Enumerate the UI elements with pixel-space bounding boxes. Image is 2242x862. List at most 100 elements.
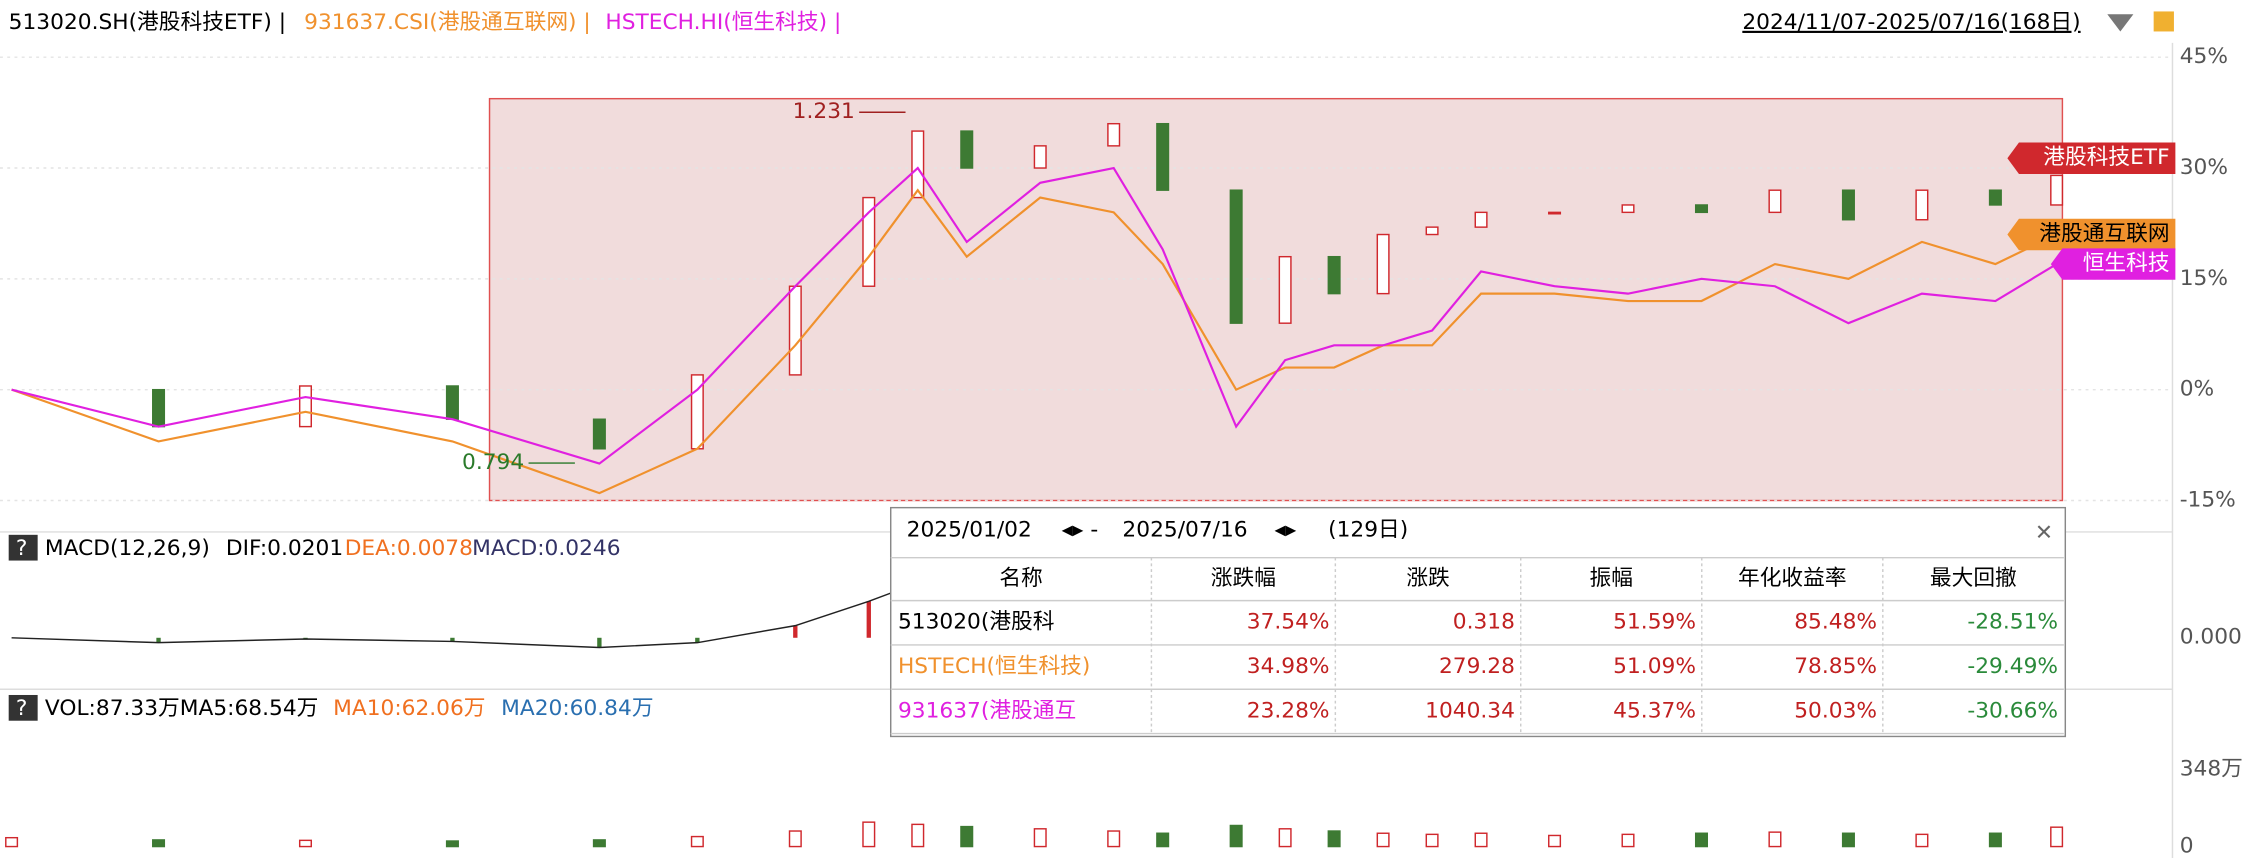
annotation: 0.794 <box>462 450 524 475</box>
candle <box>1915 189 1929 221</box>
annotation: 1.231 <box>793 99 855 124</box>
candle <box>1474 211 1488 228</box>
candle <box>1376 233 1390 295</box>
candle <box>2050 174 2064 206</box>
lock[interactable] <box>2153 11 2174 32</box>
volume-bar <box>1229 824 1243 848</box>
from-date: 2025/01/02 <box>907 518 1032 543</box>
candle <box>445 385 459 420</box>
help[interactable] <box>8 694 38 721</box>
candle <box>1107 122 1121 147</box>
cell: 78.85% <box>1794 654 1877 679</box>
flag-bg <box>2007 142 2176 174</box>
volume-bar <box>1548 834 1562 848</box>
candle <box>1694 204 1709 214</box>
candle <box>960 130 974 169</box>
flag-label: 港股通互联网 <box>2039 222 2169 247</box>
series-line <box>11 166 2058 465</box>
close[interactable]: ✕ <box>2035 520 2053 545</box>
volume-bar <box>862 821 876 848</box>
volume-bar <box>5 836 19 848</box>
column-header: 涨跌 <box>1406 566 1449 591</box>
arrows[interactable]: ◂▸ - <box>1062 518 1099 543</box>
flag-bg <box>2007 218 2176 251</box>
y-tick-label: 45% <box>2180 44 2228 69</box>
volume-bar <box>1621 833 1635 848</box>
flag-bg <box>2050 248 2176 280</box>
candle <box>1229 189 1243 324</box>
help[interactable] <box>8 534 38 561</box>
candle <box>1425 226 1439 236</box>
stats-popup: 2025/01/02 ◂▸ - 2025/07/16 ◂▸ (129日) ✕ 名… <box>889 506 2067 738</box>
y-tick-label: 0% <box>2180 377 2214 402</box>
candle <box>788 285 802 376</box>
cell: 51.09% <box>1613 654 1696 679</box>
series-flag: 港股通互联网 <box>2007 218 2176 251</box>
cell: 85.48% <box>1794 610 1877 635</box>
symbol: HSTECH.HI(恒生科技) | <box>605 10 841 35</box>
cell: 23.28% <box>1247 699 1330 724</box>
cell: 1040.34 <box>1425 699 1515 724</box>
volume-bar <box>1841 832 1855 848</box>
column-header: 涨跌幅 <box>1211 566 1276 591</box>
cell: 931637(港股通互 <box>898 699 1076 724</box>
cell: 279.28 <box>1439 654 1515 679</box>
column-header: 最大回撤 <box>1930 566 2017 591</box>
volume-bar <box>1915 833 1929 848</box>
cell: 34.98% <box>1247 654 1330 679</box>
candle <box>1841 189 1855 221</box>
cell: -28.51% <box>1967 610 2058 635</box>
candle <box>1278 255 1292 324</box>
macd-label: MACD(12,26,9) <box>45 536 210 561</box>
volume-bar <box>2050 826 2064 848</box>
cell: 513020(港股科 <box>898 610 1055 635</box>
series-line <box>11 188 2058 495</box>
candle <box>298 385 313 428</box>
help-q: ? <box>16 536 28 561</box>
volume-bar <box>1988 832 2002 848</box>
volume-bar <box>1033 828 1047 848</box>
days: (129日) <box>1328 518 1408 543</box>
column-header: 振幅 <box>1590 566 1633 591</box>
volume-bar <box>1278 828 1292 848</box>
volume-bar <box>298 839 313 848</box>
y-tick-label: 0 <box>2180 834 2194 858</box>
flag-label: 港股科技ETF <box>2043 145 2169 170</box>
column-header: 名称 <box>999 566 1042 591</box>
popup-frame <box>889 506 2067 738</box>
volume-bar <box>1768 831 1782 848</box>
candle <box>1327 255 1341 295</box>
y-tick-label: -15% <box>2180 488 2236 513</box>
cell: HSTECH(恒生科技) <box>898 654 1090 679</box>
volume-bar <box>1425 833 1439 848</box>
ma20-label: MA20:60.84万 <box>501 696 653 721</box>
volume-bar <box>152 839 166 848</box>
volume-bar <box>690 835 704 848</box>
y-tick-label: 348万 <box>2180 756 2242 781</box>
volume-bar <box>592 839 606 848</box>
cell: 45.37% <box>1613 699 1696 724</box>
volume-bar <box>1474 832 1488 848</box>
candle <box>152 388 166 428</box>
dif-label: DIF:0.0201 <box>226 536 343 561</box>
candle <box>911 130 925 199</box>
dropdown[interactable] <box>2107 14 2134 32</box>
series-flag: 港股科技ETF <box>2007 142 2176 174</box>
candle <box>862 196 876 287</box>
vol-label: VOL:87.33万MA5:68.54万 <box>45 696 318 721</box>
arrows[interactable]: ◂▸ <box>1275 518 1297 543</box>
cell: -30.66% <box>1967 699 2058 724</box>
column-header: 年化收益率 <box>1738 566 1847 591</box>
volume-bar <box>445 840 459 848</box>
selection-box <box>488 97 2064 502</box>
volume-bar <box>1327 830 1341 848</box>
candle <box>1768 189 1782 214</box>
symbol: 931637.CSI(港股通互联网) | <box>304 10 591 35</box>
volume-bar <box>1376 832 1390 848</box>
candle <box>592 418 606 450</box>
volume-bar <box>788 830 802 848</box>
date-range[interactable]: 2024/11/07-2025/07/16(168日) <box>1742 10 2080 35</box>
y-tick-label: 30% <box>2180 155 2228 180</box>
help-q: ? <box>16 696 28 721</box>
